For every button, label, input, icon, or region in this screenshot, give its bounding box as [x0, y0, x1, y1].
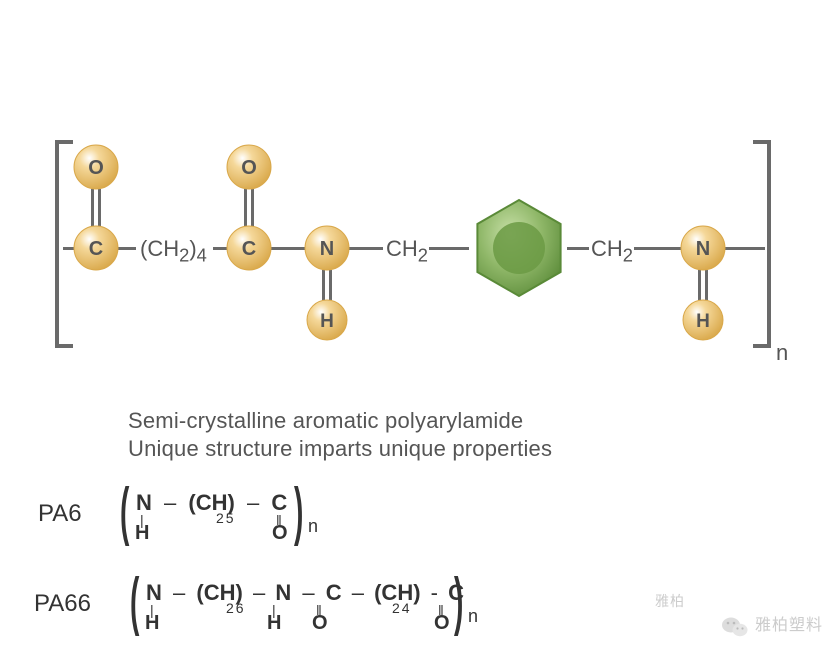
pa66-NH1: H	[145, 612, 159, 635]
pa6-CO: O	[272, 522, 288, 545]
watermark-prefix: 雅柏	[655, 591, 685, 611]
bond-h	[429, 247, 469, 250]
svg-text:O: O	[241, 157, 257, 179]
bond-h	[118, 247, 136, 250]
atoms-layer: O C O C N H N H	[0, 0, 835, 653]
svg-text:C: C	[242, 238, 256, 260]
bond-h	[63, 247, 77, 250]
pa6-label: PA6	[38, 500, 82, 528]
pa6-paren-right: )	[294, 477, 303, 549]
bracket-right	[753, 140, 771, 348]
pa66-paren-right: )	[454, 567, 463, 639]
svg-text:O: O	[88, 157, 104, 179]
bond-h	[725, 247, 765, 250]
bracket-left	[55, 140, 73, 348]
pa66-sub24: 24	[392, 600, 410, 616]
atom-N1: N	[305, 226, 349, 270]
caption-line2: Unique structure imparts unique properti…	[128, 436, 552, 462]
text-ch2a: CH2	[386, 236, 428, 266]
atom-N2: N	[681, 226, 725, 270]
diagram-canvas: n	[0, 0, 835, 653]
pa6-NH: H	[135, 522, 149, 545]
atom-H1: H	[307, 300, 347, 340]
pa66-label: PA66	[34, 590, 91, 618]
pa66-NH2: H	[267, 612, 281, 635]
pa66-CO2: O	[434, 612, 450, 635]
svg-text:C: C	[89, 238, 103, 260]
bond-h	[634, 247, 683, 250]
pa66-CO1: O	[312, 612, 328, 635]
bond-h	[567, 247, 589, 250]
atom-H2: H	[683, 300, 723, 340]
svg-text:N: N	[320, 238, 334, 260]
pa66-sub26: 26	[226, 600, 244, 616]
watermark-text: 雅柏塑料	[755, 611, 823, 635]
caption-line1: Semi-crystalline aromatic polyarylamide	[128, 408, 523, 434]
atom-C2: C	[227, 226, 271, 270]
text-ch2b: CH2	[591, 236, 633, 266]
pa66-paren-left: (	[130, 567, 139, 639]
pa6-n: n	[308, 516, 318, 537]
atom-O2: O	[227, 145, 271, 189]
subscript-n-main: n	[776, 340, 788, 366]
bond-h	[349, 247, 383, 250]
pa66-formula: N – (CH) – N – C – (CH) - C	[146, 582, 464, 604]
bond-h	[213, 247, 231, 250]
bond-h	[271, 247, 307, 250]
pa6-paren-left: (	[120, 477, 129, 549]
pa6-formula: N – (CH) – C	[136, 492, 287, 514]
pa6-sub25: 25	[216, 510, 234, 526]
benzene-ring	[477, 200, 560, 296]
wechat-icon	[721, 615, 749, 639]
svg-text:N: N	[696, 238, 710, 260]
svg-text:H: H	[320, 311, 334, 332]
atom-O1: O	[74, 145, 118, 189]
text-ch24: (CH2)4	[140, 236, 207, 266]
pa66-n: n	[468, 606, 478, 627]
svg-text:H: H	[696, 311, 710, 332]
atom-C1: C	[74, 226, 118, 270]
